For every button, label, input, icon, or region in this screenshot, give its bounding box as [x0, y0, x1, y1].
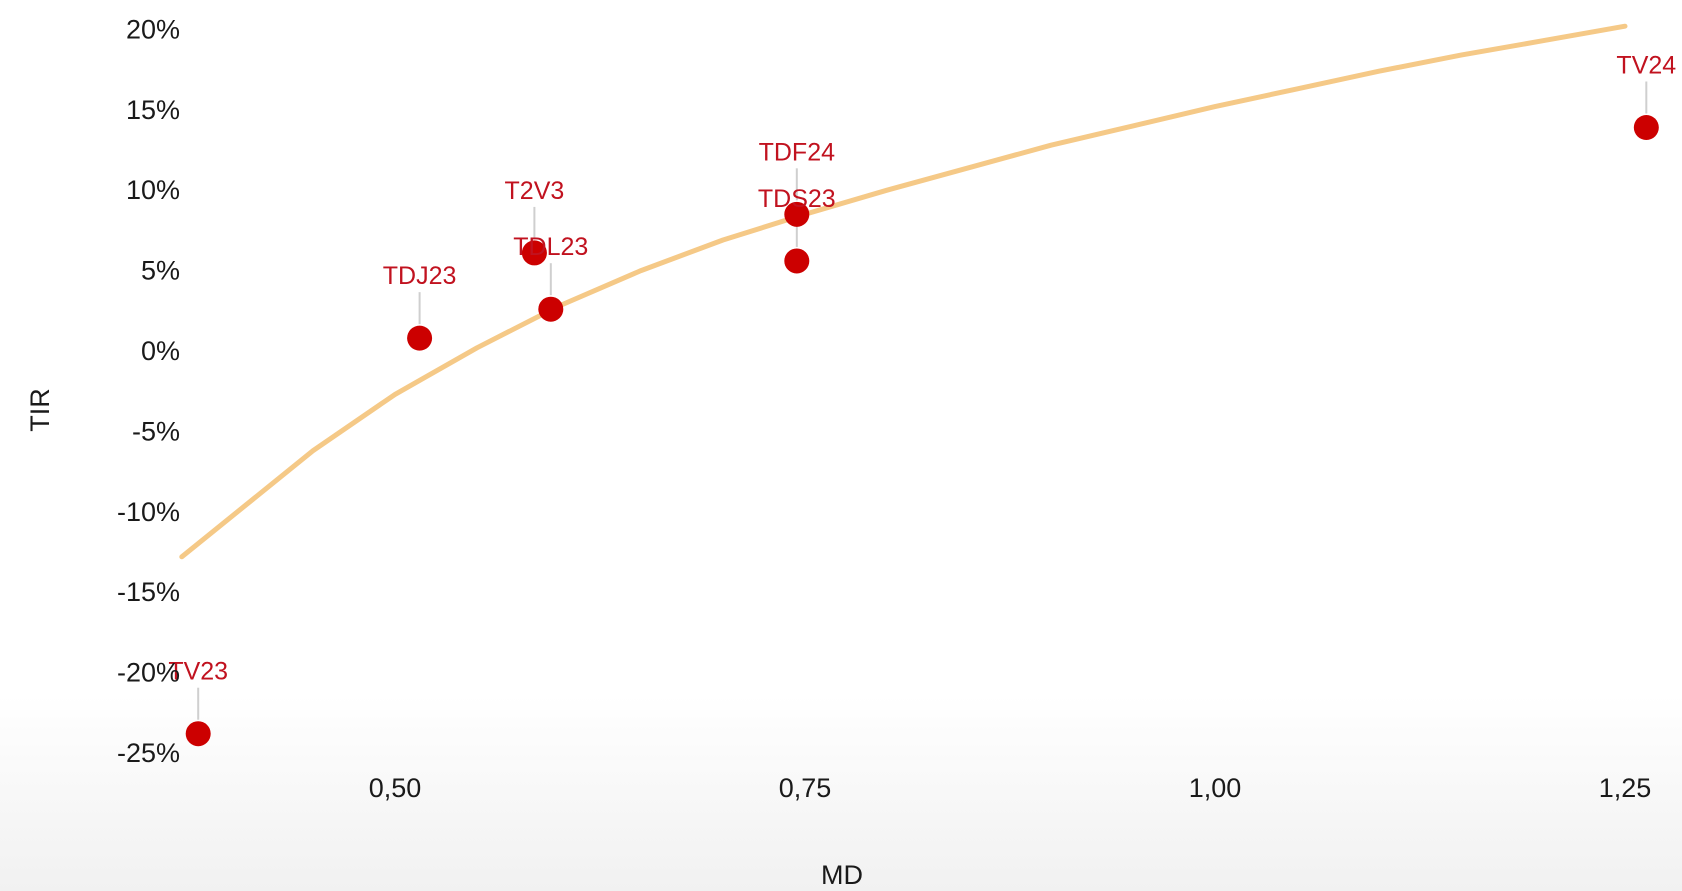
y-tick-label: -10%	[117, 497, 180, 527]
y-tick-label: -5%	[132, 416, 180, 446]
x-tick-label: 0,50	[369, 773, 422, 803]
y-tick-label: -25%	[117, 738, 180, 768]
trendline	[179, 23, 1628, 560]
data-point-label: TDJ23	[383, 262, 457, 290]
data-point[interactable]	[538, 296, 564, 322]
data-point[interactable]	[407, 325, 433, 351]
y-tick-label: -20%	[117, 658, 180, 688]
y-tick-label: 10%	[126, 175, 180, 205]
data-point[interactable]	[521, 240, 547, 266]
x-axis-ticks: 0,50 0,75 1,00 1,25	[369, 773, 1652, 803]
data-point[interactable]	[1633, 114, 1659, 140]
x-tick-label: 0,75	[779, 773, 832, 803]
data-point[interactable]	[185, 721, 211, 747]
data-point-label: TV23	[168, 658, 228, 686]
y-tick-label: 20%	[126, 14, 180, 44]
x-tick-label: 1,00	[1189, 773, 1242, 803]
trendline-layer	[179, 23, 1628, 560]
data-point-label: TDF24	[759, 138, 836, 166]
x-tick-label: 1,25	[1599, 773, 1652, 803]
y-tick-label: 5%	[141, 256, 180, 286]
data-point[interactable]	[784, 248, 810, 274]
y-tick-label: 0%	[141, 336, 180, 366]
y-tick-label: 15%	[126, 95, 180, 125]
x-axis-title: MD	[821, 860, 863, 890]
data-point-label: TDS23	[758, 185, 836, 213]
data-point-label: T2V3	[505, 177, 565, 205]
y-axis-title: TIR	[25, 388, 55, 432]
data-point-label: TDL23	[513, 233, 588, 261]
leader-line-layer	[197, 81, 1648, 720]
y-axis-ticks: 20% 15% 10% 5% 0% -5% -10% -15% -20% -25%	[117, 14, 180, 768]
data-point-label: TV24	[1616, 51, 1676, 79]
data-point[interactable]	[784, 201, 810, 227]
data-point-layer	[185, 114, 1659, 747]
point-label-layer: TV23 TDJ23 T2V3 TDL23 TDF24 TDS23 TV24	[168, 51, 1676, 685]
y-tick-label: -15%	[117, 577, 180, 607]
